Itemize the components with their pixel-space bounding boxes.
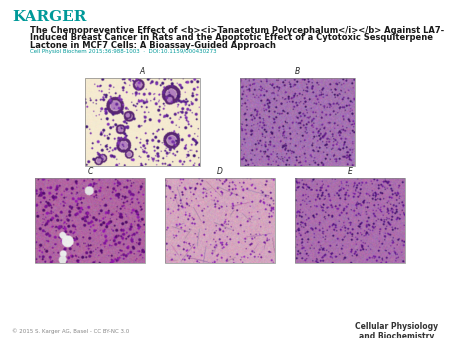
Bar (240, 78, 355, 166)
Text: Induced Breast Cancer in Rats and the Apoptotic Effect of a Cytotoxic Sesquiterp: Induced Breast Cancer in Rats and the Ap… (30, 33, 433, 43)
Bar (165, 178, 275, 263)
Text: Lactone in MCF7 Cells: A Bioassay-Guided Approach: Lactone in MCF7 Cells: A Bioassay-Guided… (30, 41, 276, 50)
Text: © 2015 S. Karger AG, Basel - CC BY-NC 3.0: © 2015 S. Karger AG, Basel - CC BY-NC 3.… (12, 328, 129, 334)
Text: C: C (87, 167, 93, 176)
Text: E: E (347, 167, 352, 176)
Bar (295, 178, 405, 263)
Text: Cell Physiol Biochem 2015;36:988-1003  ·  DOI:10.1159/000430273: Cell Physiol Biochem 2015;36:988-1003 · … (30, 49, 216, 54)
Bar (35, 178, 145, 263)
Text: A: A (140, 67, 145, 76)
Text: D: D (217, 167, 223, 176)
Bar (85, 78, 200, 166)
Text: Cellular Physiology
and Biochemistry: Cellular Physiology and Biochemistry (355, 322, 438, 338)
Text: KARGER: KARGER (12, 10, 86, 24)
Text: The Chemopreventive Effect of <b><i>Tanacetum Polycephalum</i></b> Against LA7-: The Chemopreventive Effect of <b><i>Tana… (30, 26, 444, 35)
Text: B: B (295, 67, 300, 76)
